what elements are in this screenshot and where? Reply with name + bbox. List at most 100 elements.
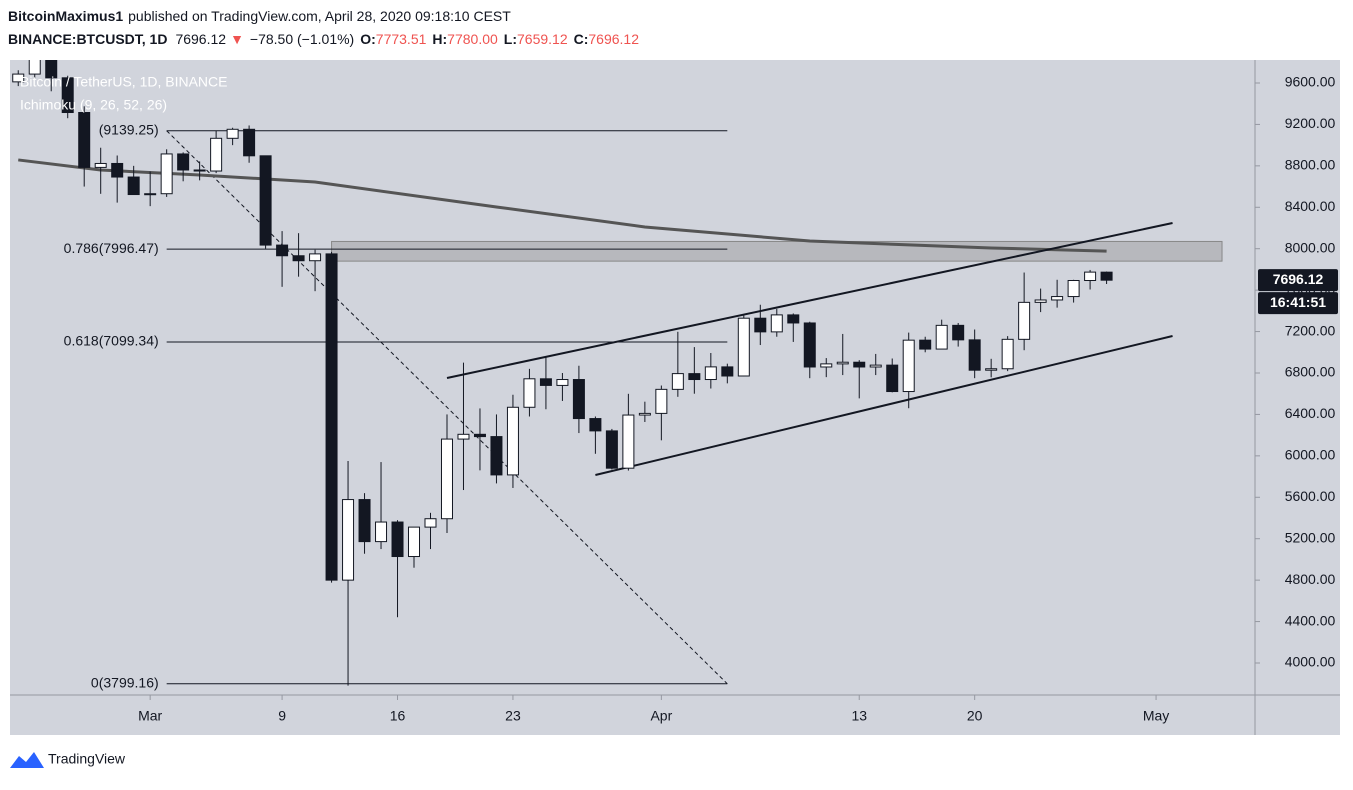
candle-body bbox=[721, 366, 734, 377]
candle-body bbox=[259, 155, 272, 246]
candle-body bbox=[820, 363, 833, 368]
y-tick-label: 7200.00 bbox=[1285, 322, 1336, 338]
candle-body bbox=[61, 77, 74, 114]
x-tick-label: 16 bbox=[390, 708, 406, 724]
candle-body bbox=[1084, 271, 1097, 282]
fib-trend bbox=[166, 130, 728, 685]
y-tick-label: 4400.00 bbox=[1285, 612, 1336, 628]
candle-body bbox=[243, 128, 256, 157]
last-price: 7696.12 bbox=[175, 31, 226, 47]
candle-body bbox=[754, 317, 767, 333]
brand: TradingView bbox=[48, 751, 126, 767]
plot bbox=[12, 60, 1223, 686]
candle-body bbox=[523, 378, 536, 408]
x-tick-label: Mar bbox=[138, 708, 162, 724]
author: BitcoinMaximus1 bbox=[8, 8, 123, 24]
channel-line bbox=[446, 222, 1173, 379]
candle-body bbox=[391, 521, 404, 558]
candle-body bbox=[968, 339, 981, 371]
x-tick-label: 20 bbox=[967, 708, 983, 724]
candle-body bbox=[1067, 280, 1080, 298]
resistance-zone bbox=[331, 240, 1223, 262]
candle-body bbox=[94, 162, 107, 168]
candle-body bbox=[490, 436, 503, 476]
candle-body bbox=[869, 364, 882, 368]
candle-body bbox=[358, 499, 371, 543]
y-tick-label: 4000.00 bbox=[1285, 654, 1336, 670]
candle-body bbox=[704, 366, 717, 381]
chart-background bbox=[10, 60, 1340, 735]
candle-body bbox=[276, 244, 289, 257]
candle-body bbox=[127, 176, 140, 196]
candle-body bbox=[853, 361, 866, 368]
candle-body bbox=[671, 373, 684, 390]
x-tick-label: 9 bbox=[278, 708, 286, 724]
candle-body bbox=[985, 368, 998, 371]
l-label: L: bbox=[504, 31, 517, 47]
candle-body bbox=[688, 373, 701, 381]
logo-icon bbox=[10, 752, 44, 768]
y-tick-label: 6400.00 bbox=[1285, 405, 1336, 421]
candle-body bbox=[556, 379, 569, 386]
y-tick-label: 6800.00 bbox=[1285, 364, 1336, 380]
candle-body bbox=[226, 128, 239, 139]
y-tick-label: 8800.00 bbox=[1285, 157, 1336, 173]
candle-body bbox=[589, 418, 602, 432]
y-tick-label: 9200.00 bbox=[1285, 115, 1336, 131]
candle-body bbox=[1100, 271, 1113, 281]
open: 7773.51 bbox=[376, 31, 427, 47]
candle-body bbox=[210, 137, 223, 172]
y-tick-label: 6000.00 bbox=[1285, 447, 1336, 463]
candle-body bbox=[375, 521, 388, 543]
change: −78.50 (−1.01%) bbox=[250, 31, 354, 47]
candle-body bbox=[803, 322, 816, 368]
o-label: O: bbox=[360, 31, 376, 47]
candle-body bbox=[78, 112, 91, 168]
candle-body bbox=[605, 430, 618, 469]
candle-body bbox=[737, 317, 750, 377]
candle-body bbox=[1051, 296, 1064, 301]
symbol: BINANCE:BTCUSDT, 1D bbox=[8, 31, 167, 47]
candle-body bbox=[506, 406, 519, 476]
channel-line bbox=[595, 335, 1173, 476]
x-tick-label: 13 bbox=[851, 708, 867, 724]
y-tick-label: 5200.00 bbox=[1285, 529, 1336, 545]
candle-body bbox=[886, 364, 899, 393]
fib-label: 0(3799.16) bbox=[91, 675, 159, 691]
candle-body bbox=[160, 153, 173, 195]
price-label-box bbox=[1258, 269, 1338, 292]
candle-body bbox=[177, 153, 190, 171]
candle-body bbox=[1001, 338, 1014, 370]
candle-body bbox=[342, 499, 355, 581]
header-line-1: BitcoinMaximus1 published on TradingView.… bbox=[8, 8, 511, 24]
fib-label: 0.786(7996.47) bbox=[64, 240, 159, 256]
arrow: ▼ bbox=[230, 31, 244, 47]
x-tick-label: May bbox=[1143, 708, 1169, 724]
candle-body bbox=[638, 412, 651, 416]
x-tick-label: Apr bbox=[650, 708, 672, 724]
candle-body bbox=[836, 361, 849, 365]
fib-label: 0.618(7099.34) bbox=[64, 333, 159, 349]
candle-body bbox=[539, 378, 552, 386]
candle-body bbox=[457, 433, 470, 440]
candle-body bbox=[325, 253, 338, 581]
candle-body bbox=[440, 438, 453, 520]
header-line-2: BINANCE:BTCUSDT, 1D 7696.12 ▼ −78.50 (−1.01… bbox=[8, 31, 639, 47]
y-tick-label: 9600.00 bbox=[1285, 74, 1336, 90]
candle-body bbox=[309, 253, 322, 262]
fib-label: (9139.25) bbox=[99, 121, 159, 137]
candle-body bbox=[408, 526, 421, 558]
candle-body bbox=[572, 379, 585, 420]
candle-body bbox=[935, 324, 948, 350]
published: published on TradingView.com, April 28, … bbox=[128, 8, 511, 24]
candle-body bbox=[12, 73, 25, 83]
y-tick-label: 8400.00 bbox=[1285, 198, 1336, 214]
candle-body bbox=[28, 60, 41, 75]
h-label: H: bbox=[432, 31, 447, 47]
c-label: C: bbox=[574, 31, 589, 47]
logo bbox=[10, 752, 44, 768]
candle-body bbox=[952, 324, 965, 341]
candle-body bbox=[1034, 299, 1047, 303]
x-tick-label: 23 bbox=[505, 708, 521, 724]
